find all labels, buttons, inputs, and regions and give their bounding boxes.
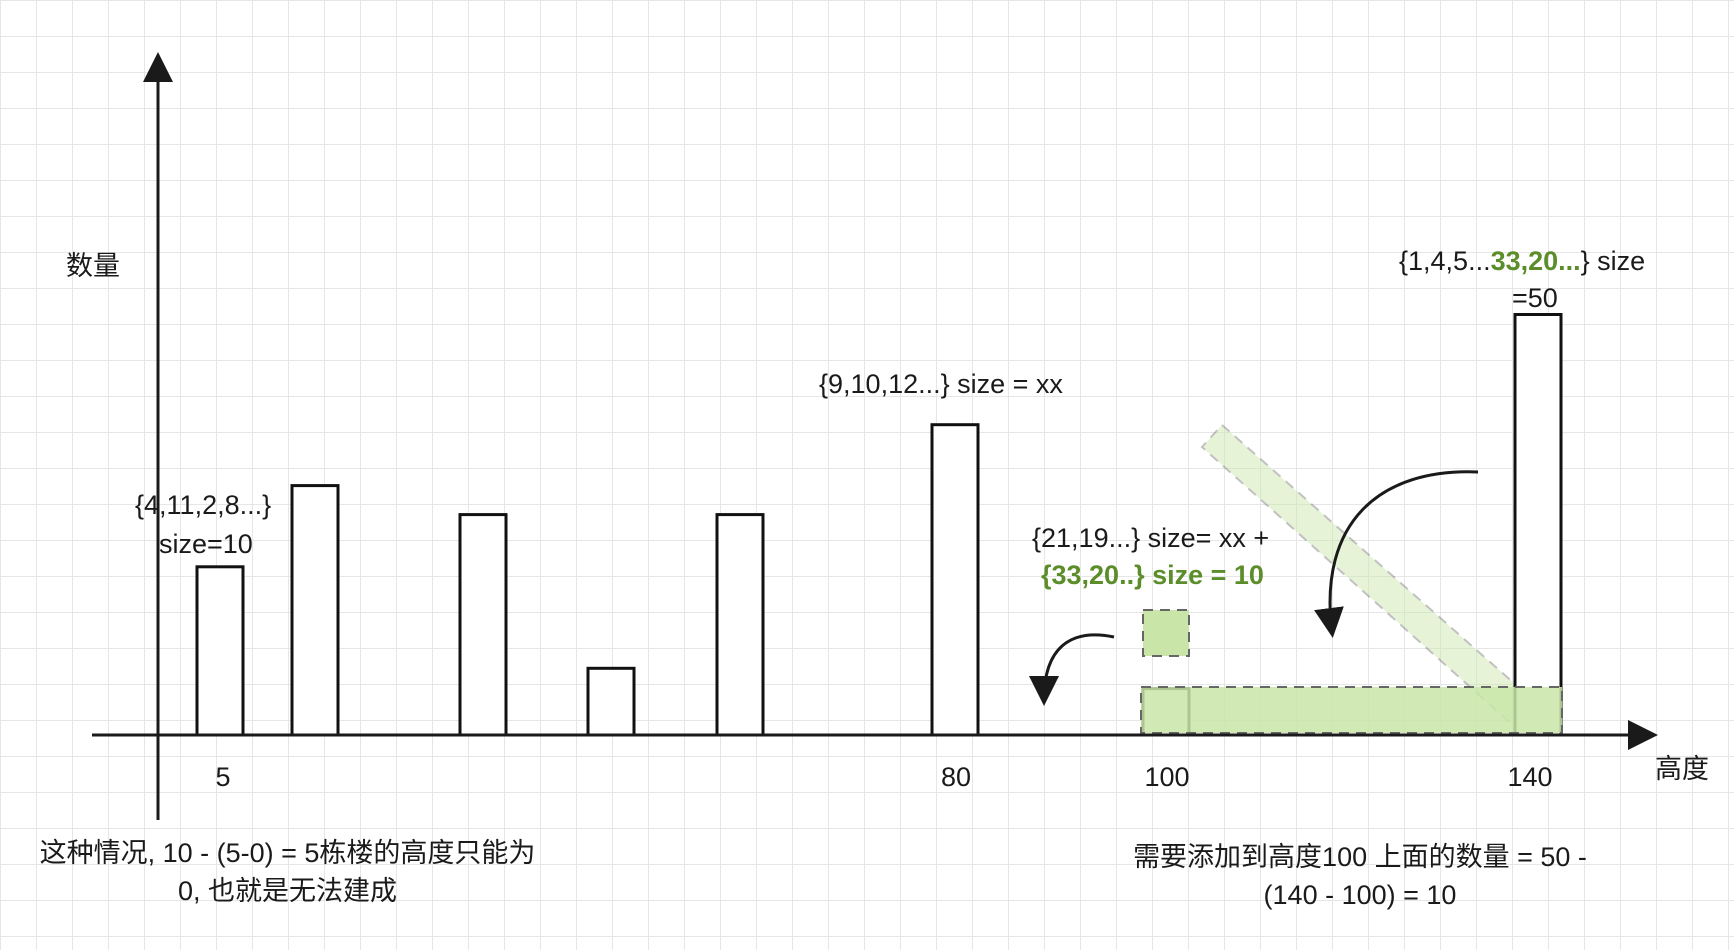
tick-label-5: 5 [215,762,231,792]
bar-8 [1513,313,1563,737]
note-right-line2: (140 - 100) = 10 [1263,880,1457,910]
annotation-group-140-size: =50 [1512,283,1558,313]
annotation-group-100-line1: {21,19...} size= xx + [1032,523,1270,553]
green-small-block [1142,609,1190,657]
rotating-ghost-block [1200,423,1552,739]
annotation-group-80: {9,10,12...} size = xx [819,369,1063,399]
curved-arrow-left-icon [1029,633,1115,706]
annotation-group-5-set: {4,11,2,8...} [135,490,272,520]
y-axis-label: 数量 [66,251,120,281]
annotation-group-140-highlight: 33,20... [1490,246,1581,276]
annotation-group-100-highlight: {33,20..} size = 10 [1041,560,1264,590]
bar-6 [930,423,980,737]
tick-label-80: 80 [940,762,972,792]
bar-2 [290,484,340,737]
curved-arrow-right-icon [1314,470,1479,638]
tick-label-100: 100 [1144,762,1190,792]
note-left-line1: 这种情况, 10 - (5-0) = 5栋楼的高度只能为 [39,838,536,868]
x-axis-label: 高度 [1655,754,1709,784]
annotation-group-5-size: size=10 [159,529,253,559]
note-left-line2: 0, 也就是无法建成 [177,876,398,906]
bar-4 [586,666,636,737]
note-right-line1: 需要添加到高度100 上面的数量 = 50 - [1133,842,1587,872]
annotation-group-140-suffix: } size [1580,246,1646,276]
green-base-block [1140,686,1563,734]
bar-3 [458,513,508,737]
bar-1 [195,565,245,737]
annotation-group-140-line1: {1,4,5...33,20...} size [1399,243,1645,279]
bar-5 [715,513,765,737]
tick-label-140: 140 [1507,762,1553,792]
annotation-group-140-prefix: {1,4,5... [1399,246,1491,276]
